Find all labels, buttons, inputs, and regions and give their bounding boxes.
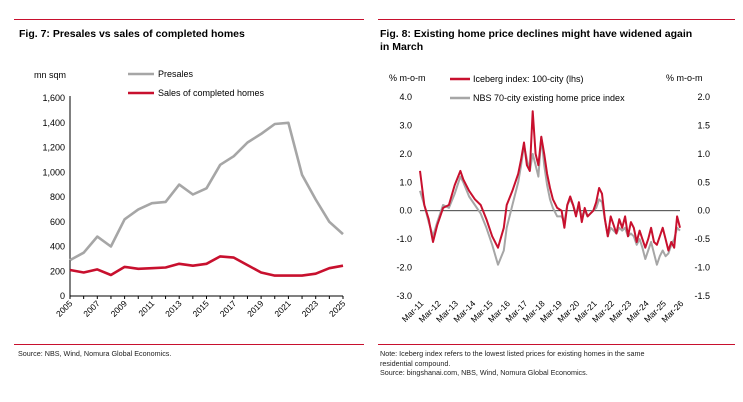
y-tick-label-left: 1.0 <box>399 177 412 187</box>
y-tick-label-right: 1.0 <box>697 149 710 159</box>
y-tick-label: 1,000 <box>42 167 65 177</box>
y-tick-label-left: -2.0 <box>396 263 412 273</box>
note-line2: residential compound. <box>380 358 451 368</box>
y-axis-label-right: % m-o-m <box>666 73 703 83</box>
home-price-chart: % m-o-m % m-o-m -3.0 -2.0 -1.0 0.0 1.0 2.0 3.0 4.… <box>389 73 710 324</box>
y-axis-label-left: % m-o-m <box>389 73 426 83</box>
y-tick-label-left: 0.0 <box>399 206 412 216</box>
y-tick-label: 400 <box>50 242 65 252</box>
figure-7-panel: Fig. 7: Presales vs sales of completed h… <box>14 19 364 358</box>
top-rule <box>378 19 735 20</box>
y-axis-label: mn sqm <box>34 70 66 80</box>
x-tick-label: 2011 <box>136 298 156 318</box>
x-tick-label: 2007 <box>81 298 102 319</box>
legend-label: Presales <box>158 69 194 79</box>
series-line-nbs-70-city <box>419 135 681 266</box>
figure-8-title-line2: in March <box>380 41 424 53</box>
legend-label: Sales of completed homes <box>158 88 265 98</box>
series-line-sales-of-completed-homes <box>69 255 344 277</box>
legend-label: Iceberg index: 100-city (lhs) <box>473 74 584 84</box>
x-tick-label: 2013 <box>163 298 184 319</box>
y-tick-label: 600 <box>50 217 65 227</box>
figure-7-title: Fig. 7: Presales vs sales of completed h… <box>19 28 245 40</box>
top-rule <box>14 19 364 20</box>
y-tick-label-left: 2.0 <box>399 149 412 159</box>
bottom-rule <box>14 344 364 345</box>
x-tick-label: 2005 <box>54 298 75 319</box>
y-tick-label-right: -1.0 <box>694 263 710 273</box>
y-tick-label-right: 1.5 <box>697 120 710 130</box>
legend-label: NBS 70-city existing home price index <box>473 93 625 103</box>
note-line1: Note: Iceberg index refers to the lowest… <box>380 349 645 358</box>
y-tick-label: 1,200 <box>42 143 65 153</box>
series-line-iceberg-index <box>419 110 681 252</box>
figure-7-source: Source: NBS, Wind, Nomura Global Economi… <box>18 349 172 358</box>
y-tick-label-left: -3.0 <box>396 291 412 301</box>
y-tick-label-right: 2.0 <box>697 92 710 102</box>
x-tick-label: 2009 <box>109 298 130 319</box>
y-tick-label: 1,600 <box>42 93 65 103</box>
x-tick-label: 2025 <box>327 298 348 319</box>
y-tick-label-left: -1.0 <box>396 234 412 244</box>
y-tick-label: 0 <box>60 291 65 301</box>
y-tick-label-right: 0.5 <box>697 177 710 187</box>
y-tick-label-right: -0.5 <box>694 234 710 244</box>
series-line-presales <box>69 121 344 262</box>
figure-8-title-line1: Fig. 8: Existing home price declines mig… <box>380 28 693 40</box>
x-tick-label: 2021 <box>272 298 293 319</box>
figure-8-source: Source: bingshanai.com, NBS, Wind, Nomur… <box>380 368 588 377</box>
y-tick-label-right: 0.0 <box>697 206 710 216</box>
figure-8-title: Fig. 8: Existing home price declines mig… <box>380 28 692 54</box>
y-tick-label-left: 4.0 <box>399 92 412 102</box>
y-tick-label-left: 3.0 <box>399 120 412 130</box>
y-tick-label-right: -1.5 <box>694 291 710 301</box>
bottom-rule <box>378 344 735 345</box>
x-tick-label: 2023 <box>300 298 321 319</box>
x-tick-label: 2015 <box>190 298 211 319</box>
figure-8-panel: Fig. 8: Existing home price declines mig… <box>372 0 743 402</box>
x-tick-label: 2017 <box>218 298 239 319</box>
figure-8-note: Note: Iceberg index refers to the lowest… <box>380 349 644 378</box>
y-tick-label: 800 <box>50 192 65 202</box>
y-tick-label: 200 <box>50 266 65 276</box>
presales-chart: mn sqm 0 200 400 600 800 1,000 1,200 1,400 1,600 2… <box>34 69 348 319</box>
y-tick-label: 1,400 <box>42 118 65 128</box>
x-tick-label: 2019 <box>245 298 266 319</box>
